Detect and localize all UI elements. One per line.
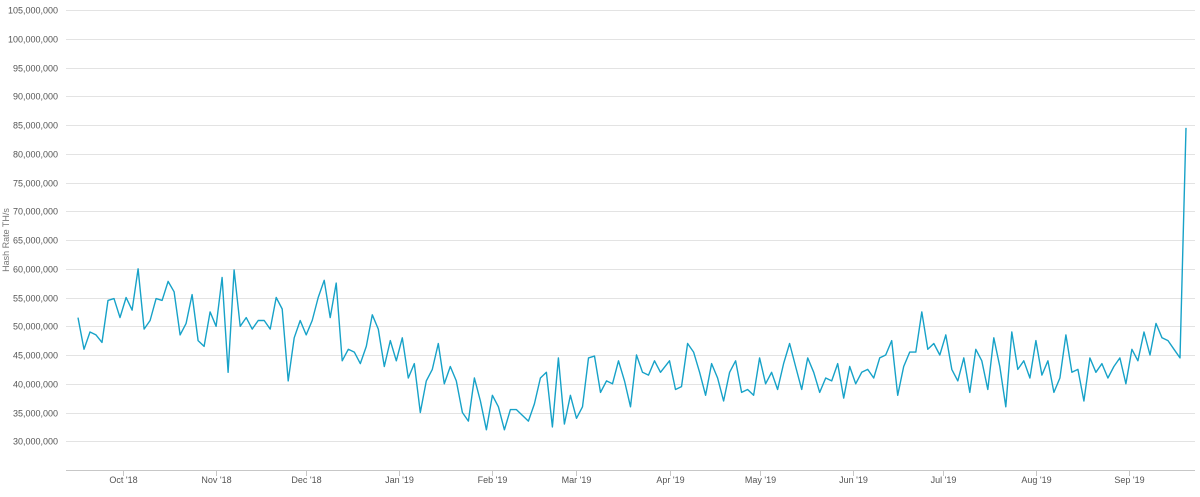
y-tick-label: 65,000,000 [13, 236, 58, 246]
y-tick-label: 70,000,000 [13, 207, 58, 217]
series-layer [77, 127, 1187, 431]
y-tick-label: 75,000,000 [13, 179, 58, 189]
y-axis-ticks: 30,000,000 35,000,000 40,000,000 45,000,000… [8, 6, 58, 447]
x-tick-label: Dec '18 [291, 475, 321, 485]
y-tick-label: 60,000,000 [13, 265, 58, 275]
x-tick-label: May '19 [745, 475, 776, 485]
y-tick-label: 80,000,000 [13, 150, 58, 160]
y-tick-label: 85,000,000 [13, 121, 58, 131]
x-tick-label: Mar '19 [562, 475, 592, 485]
x-tick-label: Jul '19 [931, 475, 957, 485]
y-tick-label: 55,000,000 [13, 294, 58, 304]
x-axis: Oct '18 Nov '18 Dec '18 Jan '19 Feb '19 Mar '… [66, 470, 1195, 485]
y-tick-label: 40,000,000 [13, 380, 58, 390]
y-tick-label: 100,000,000 [8, 35, 58, 45]
series-line [77, 127, 1187, 431]
x-tick-label: Apr '19 [656, 475, 684, 485]
gridlines [66, 10, 1195, 442]
x-tick-label: Nov '18 [201, 475, 231, 485]
x-tick-label: Jun '19 [839, 475, 868, 485]
y-tick-label: 105,000,000 [8, 6, 58, 16]
y-tick-label: 50,000,000 [13, 322, 58, 332]
x-tick-label: Sep '19 [1114, 475, 1144, 485]
y-axis-label: Hash Rate TH/s [1, 208, 11, 272]
y-tick-label: 30,000,000 [13, 437, 58, 447]
x-tick-label: Oct '18 [109, 475, 137, 485]
x-tick-label: Feb '19 [478, 475, 508, 485]
x-tick-label: Aug '19 [1021, 475, 1051, 485]
y-tick-label: 95,000,000 [13, 64, 58, 74]
y-tick-label: 45,000,000 [13, 351, 58, 361]
y-tick-label: 90,000,000 [13, 92, 58, 102]
y-tick-label: 35,000,000 [13, 409, 58, 419]
x-tick-label: Jan '19 [385, 475, 414, 485]
